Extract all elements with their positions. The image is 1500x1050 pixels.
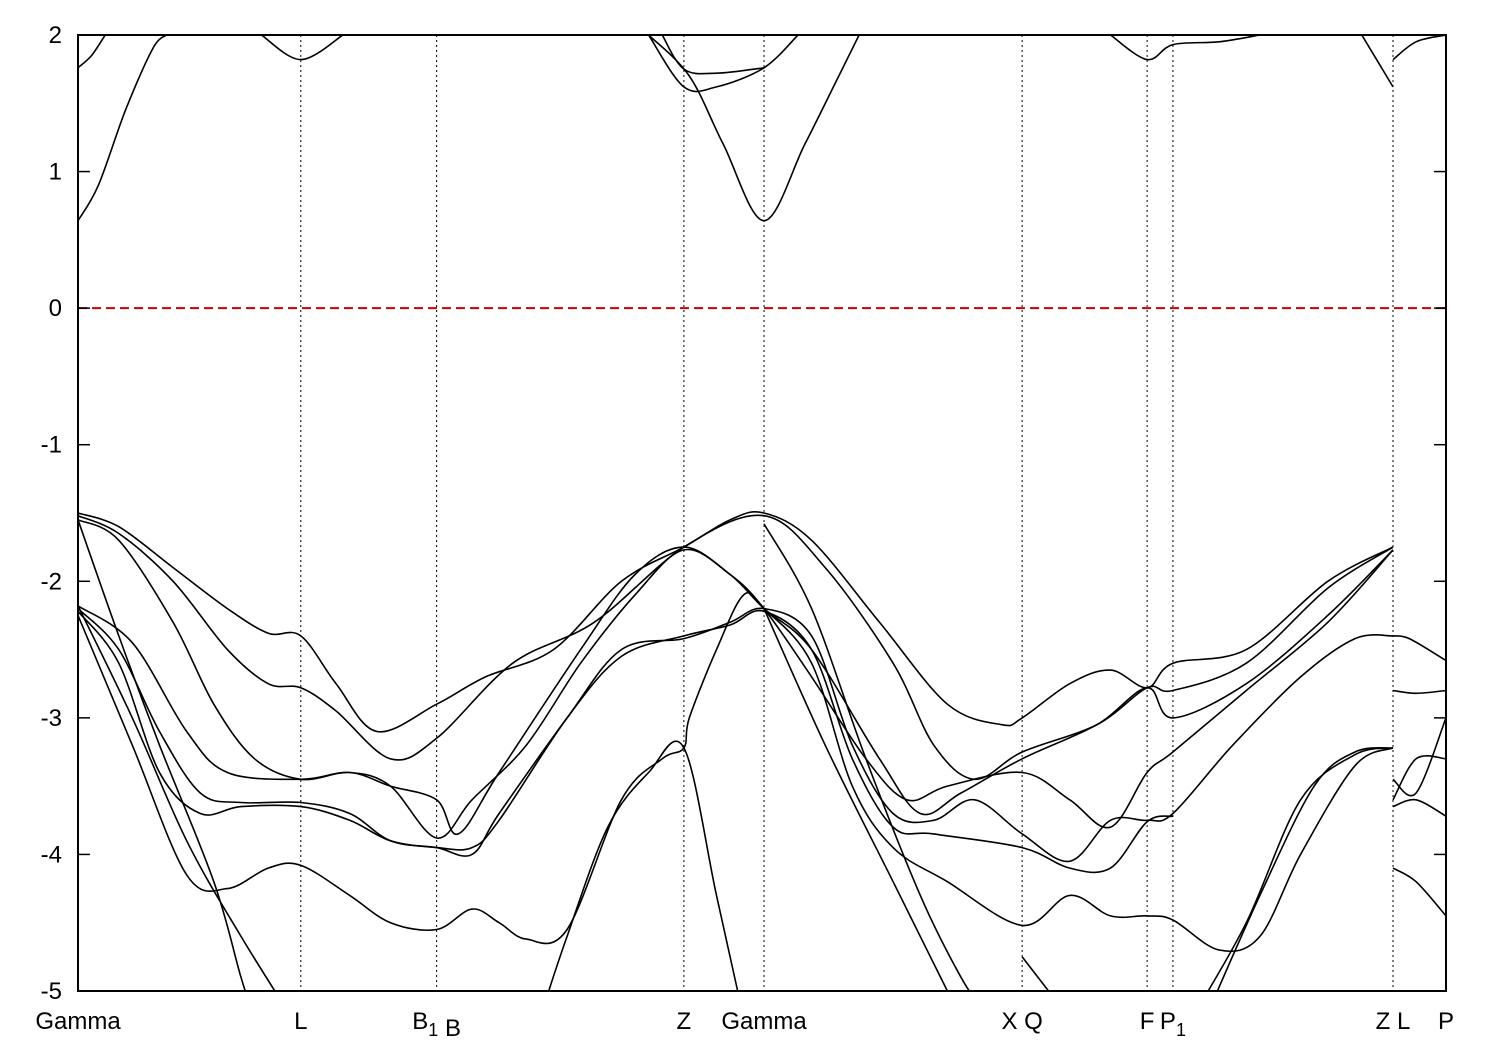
band-line	[648, 35, 860, 222]
kpoint-label: P1	[1160, 1008, 1186, 1040]
kpoint-label-text: B	[438, 1015, 461, 1042]
kpoint-label-text: Gamma	[721, 1008, 807, 1035]
band-line	[78, 519, 1394, 835]
kpoint-label: L	[294, 1008, 307, 1035]
band-line	[1392, 635, 1446, 662]
band-line	[78, 35, 167, 222]
band-line	[647, 35, 799, 93]
kpoint-label-text: P	[1438, 1008, 1454, 1035]
band-line	[1392, 798, 1446, 817]
y-tick-label: 1	[49, 159, 62, 186]
kpoint-label: Z	[677, 1008, 692, 1035]
kpoint-label: F	[1140, 1008, 1155, 1035]
bands-group	[78, 35, 1446, 991]
y-tick-label: 2	[49, 22, 62, 49]
band-line	[78, 591, 1394, 953]
kpoint-label-text: X	[1001, 1008, 1017, 1035]
kpoint-label-text: Z	[1376, 1008, 1391, 1035]
kpoint-label-subscript: 1	[428, 1020, 438, 1040]
y-tick-label: -4	[41, 841, 62, 868]
band-line	[260, 35, 344, 61]
kpoint-label-text: B	[412, 1008, 428, 1035]
band-line	[1110, 35, 1261, 61]
kpoint-label-text: F	[1140, 1008, 1155, 1035]
band-line	[78, 519, 247, 991]
y-tick-label: -2	[41, 568, 62, 595]
plot-frame	[77, 34, 1447, 992]
band-line	[763, 523, 971, 991]
kpoint-label: X Q	[1001, 1008, 1042, 1035]
kpoint-label-text: Gamma	[35, 1008, 121, 1035]
band-line	[78, 514, 1394, 781]
kpoint-label-text: Z	[677, 1008, 692, 1035]
kpoint-label: B1 B	[412, 1008, 461, 1042]
band-line	[763, 608, 949, 991]
kpoint-grid-lines	[300, 35, 1394, 991]
band-line	[1216, 747, 1394, 991]
kpoint-label-subscript: 1	[1176, 1020, 1186, 1040]
band-line	[78, 605, 276, 991]
band-line	[78, 609, 1174, 874]
band-line	[78, 548, 1394, 839]
band-line	[1392, 689, 1446, 695]
kpoint-label: Z L	[1376, 1008, 1411, 1035]
band-line	[1392, 867, 1446, 917]
kpoint-label-text: P	[1160, 1008, 1176, 1035]
band-line	[1021, 956, 1050, 991]
band-line	[547, 740, 739, 991]
y-tick-label: 0	[49, 295, 62, 322]
band-line	[1392, 755, 1446, 801]
y-tick-label: -1	[41, 432, 62, 459]
kpoint-label: Gamma	[721, 1008, 807, 1035]
band-line	[1361, 35, 1394, 88]
kpoint-label-text: Q	[1017, 1008, 1042, 1035]
band-line	[78, 607, 1394, 863]
band-line	[78, 35, 106, 69]
band-line	[1207, 747, 1394, 991]
kpoint-label: P	[1438, 1008, 1454, 1035]
y-tick-label: -3	[41, 705, 62, 732]
band-line	[1392, 35, 1446, 61]
kpoint-label: Gamma	[35, 1008, 121, 1035]
y-tick-label: -5	[41, 978, 62, 1005]
kpoint-label-text: L	[294, 1008, 307, 1035]
band-line	[661, 35, 765, 75]
kpoint-label-text: L	[1390, 1008, 1410, 1035]
